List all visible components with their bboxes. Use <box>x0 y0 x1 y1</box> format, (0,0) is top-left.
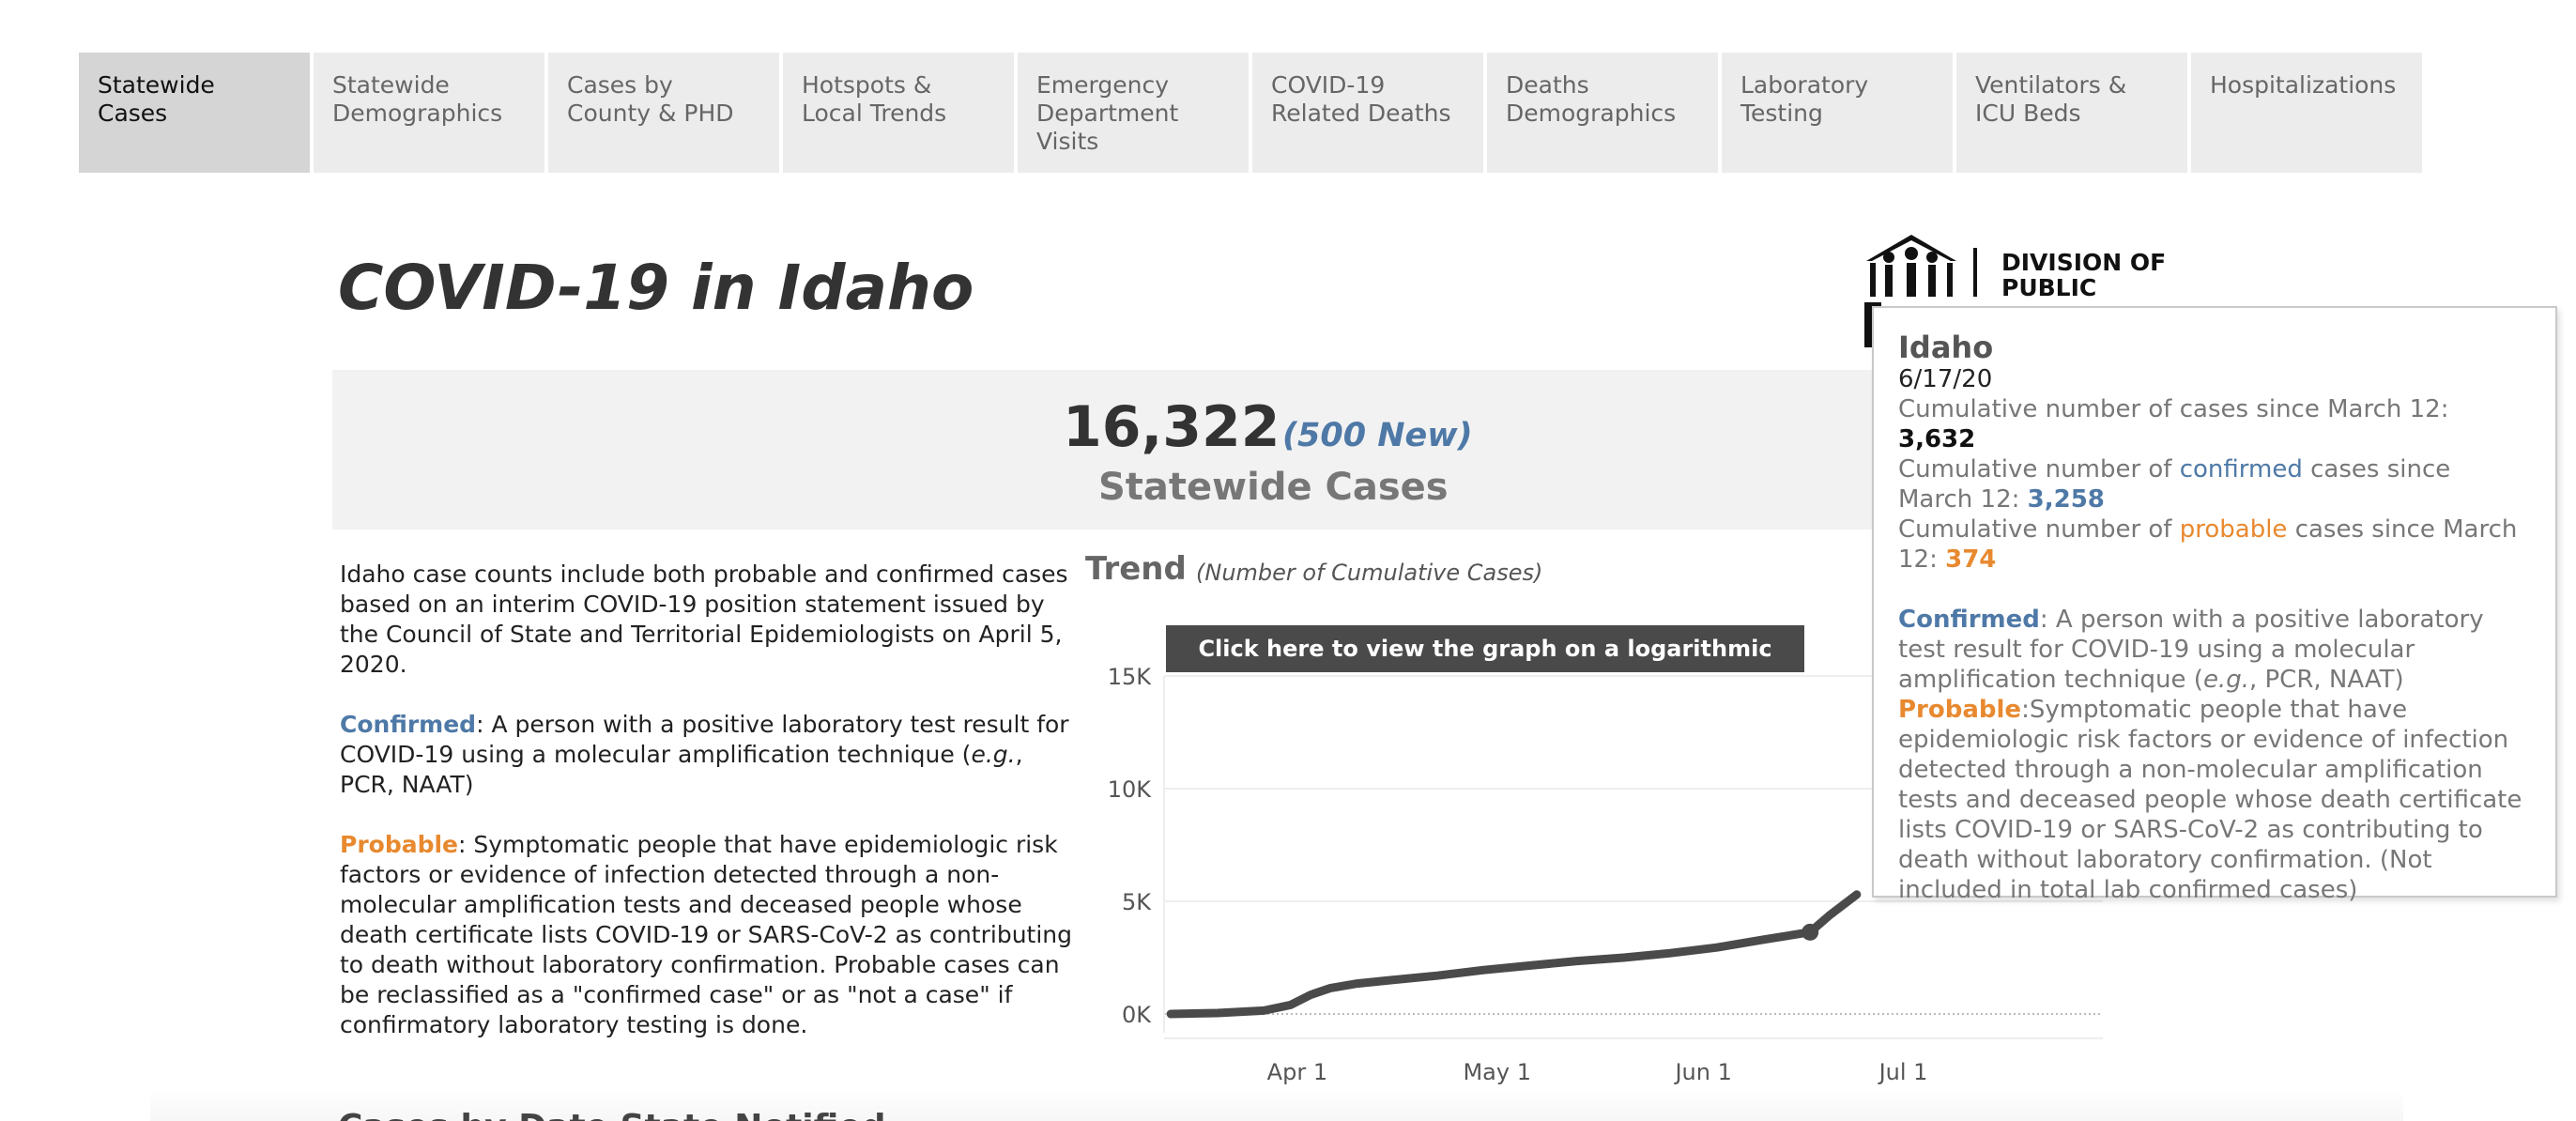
log-scale-button[interactable]: Click here to view the graph on a logari… <box>1166 625 1804 709</box>
x-tick-label: Apr 1 <box>1267 1059 1327 1085</box>
y-tick-label: 10K <box>1108 776 1153 803</box>
new-cases-value: (500 New) <box>1282 417 1473 454</box>
x-tick-label: May 1 <box>1463 1059 1531 1085</box>
tooltip-probable-definition: Probable:Symptomatic people that have ep… <box>1898 696 2522 904</box>
x-tick-label: Jul 1 <box>1878 1059 1928 1085</box>
chart-tooltip: Idaho 6/17/20 Cumulative number of cases… <box>1872 306 2557 904</box>
y-tick-label: 15K <box>1108 664 1153 690</box>
tooltip-probable-line: Cumulative number of probable cases sinc… <box>1898 515 2518 574</box>
footer-fade <box>150 1089 2403 1121</box>
tooltip-confirmed-line: Cumulative number of confirmed cases sin… <box>1898 455 2451 514</box>
tab-hospitalizations[interactable]: Hospitalizations <box>2191 53 2422 173</box>
y-tick-label: 5K <box>1122 889 1152 915</box>
tab-bar: Statewide Cases Statewide Demographics C… <box>79 53 2422 173</box>
tooltip-date: 6/17/20 <box>1898 365 1993 393</box>
total-cases-label: Statewide Cases <box>1098 466 1449 509</box>
tab-statewide-demographics[interactable]: Statewide Demographics <box>314 53 544 173</box>
y-tick-label: 0K <box>1122 1002 1152 1028</box>
page-title: COVID-19 in Idaho <box>338 252 974 324</box>
section-heading: Cases by Date State Notified <box>338 1108 886 1121</box>
x-tick-label: Jun 1 <box>1673 1059 1731 1085</box>
case-definitions: Idaho case counts include both probable … <box>340 560 1072 1070</box>
tab-cases-by-county[interactable]: Cases by County & PHD <box>548 53 779 173</box>
tooltip-confirmed-definition: Confirmed: A person with a positive labo… <box>1898 606 2484 694</box>
tab-emergency-department[interactable]: Emergency Department Visits <box>1018 53 1249 173</box>
trend-chart[interactable]: 0K 5K 10K 15K Apr 1 May 1 Jun 1 Jul 1 <box>1080 657 2206 1108</box>
trend-title: Trend <box>1085 550 1187 588</box>
tooltip-title: Idaho <box>1898 330 1994 365</box>
tab-hotspots[interactable]: Hotspots & Local Trends <box>783 53 1014 173</box>
tab-statewide-cases[interactable]: Statewide Cases <box>79 53 310 173</box>
logo-text: DIVISION OF PUBLIC <box>2001 249 2167 301</box>
tooltip-total-line: Cumulative number of cases since March 1… <box>1898 395 2449 453</box>
confirmed-definition: Confirmed: A person with a positive labo… <box>340 711 1069 798</box>
tab-ventilators-icu[interactable]: Ventilators & ICU Beds <box>1956 53 2187 173</box>
trend-subtitle: (Number of Cumulative Cases) <box>1196 560 1543 586</box>
total-cases-value: 16,322 <box>1063 394 1280 460</box>
tab-covid-deaths[interactable]: COVID-19 Related Deaths <box>1252 53 1483 173</box>
probable-definition: Probable: Symptomatic people that have e… <box>340 831 1073 1038</box>
tab-laboratory-testing[interactable]: Laboratory Testing <box>1722 53 1953 173</box>
cumulative-cases-line <box>1166 890 1862 1019</box>
highlighted-point <box>1802 923 1819 941</box>
tab-deaths-demographics[interactable]: Deaths Demographics <box>1487 53 1718 173</box>
intro-text: Idaho case counts include both probable … <box>340 560 1068 678</box>
